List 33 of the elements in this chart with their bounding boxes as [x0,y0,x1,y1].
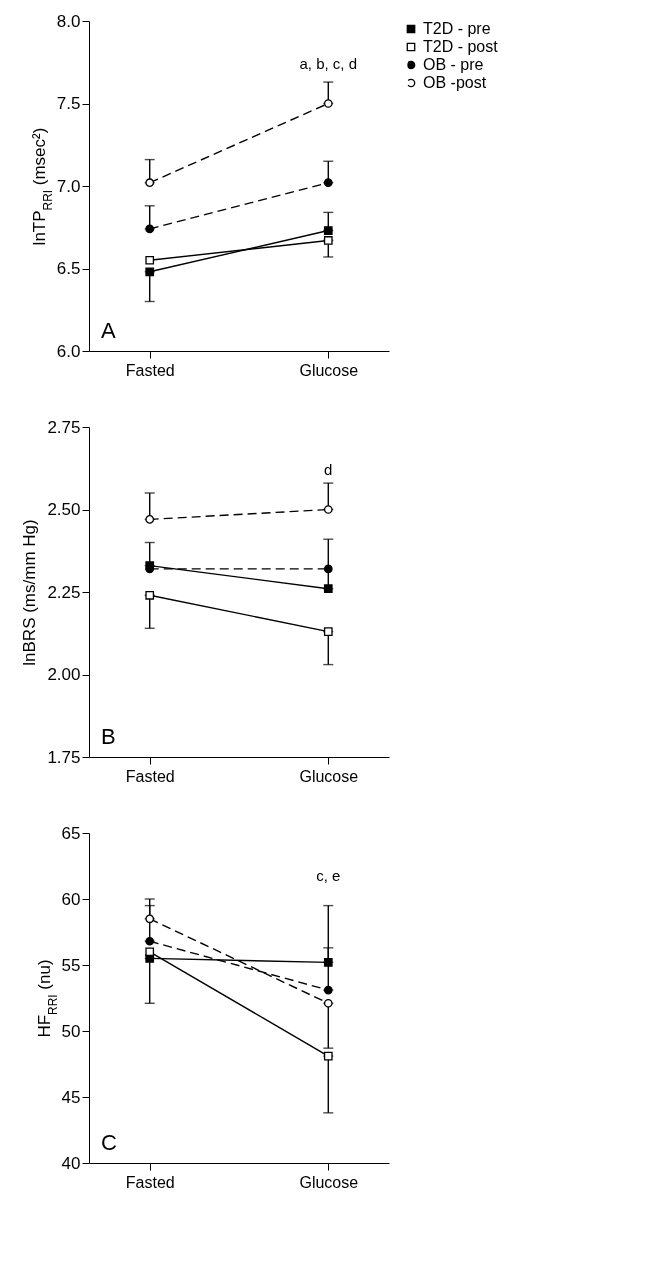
annotation: d [324,461,333,478]
legend-label: T2D - pre [423,20,491,37]
y-tick-label: 2.00 [47,665,81,684]
annotation: C [101,1130,117,1155]
annotation: B [101,724,116,749]
y-tick-label: 2.50 [47,500,81,519]
y-tick-label: 1.75 [47,747,81,767]
y-tick-label: 6.0 [56,341,81,361]
y-tick-label: 2.25 [47,582,81,602]
x-tick-label: Glucose [299,361,359,379]
y-tick-label: 40 [61,1153,81,1173]
y-tick-label: 45 [61,1087,81,1107]
annotation: a, b, c, d [299,55,358,72]
y-tick-label: 55 [61,955,81,975]
y-tick-label: 50 [61,1021,81,1041]
y-tick-label: 6.5 [56,259,81,278]
y-axis-title: lnBRS (ms/mm Hg) [20,519,40,666]
legend-label: T2D - post [423,38,499,55]
y-tick-label: 8.0 [56,11,81,31]
y-tick-label: 7.5 [56,94,81,113]
y-tick-label: 7.0 [56,176,81,196]
annotation: c, e [316,867,341,884]
x-tick-label: Glucose [299,767,359,785]
x-tick-label: Fasted [125,1173,175,1191]
x-tick-label: Glucose [299,1173,359,1191]
y-tick-label: 2.75 [47,417,81,437]
x-tick-label: Fasted [125,361,175,379]
legend-label: OB - pre [423,56,484,73]
legend-label: OB -post [423,74,487,91]
y-tick-label: 60 [61,889,81,909]
annotation: A [101,318,116,343]
x-tick-label: Fasted [125,767,175,785]
y-tick-label: 65 [61,823,81,843]
